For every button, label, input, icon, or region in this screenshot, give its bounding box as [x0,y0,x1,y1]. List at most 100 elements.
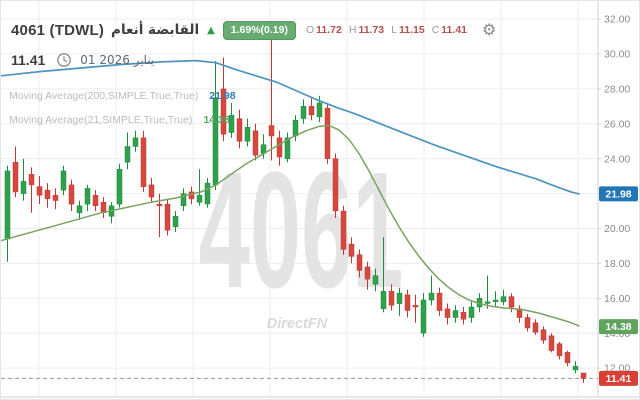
close-value: 11.41 [441,24,467,36]
candle [412,294,419,323]
candle [300,99,307,124]
candle [140,130,147,192]
candle [60,165,67,196]
low-label: L [391,24,397,36]
candle [380,237,387,313]
change-badge: 1.69%(0.19) [222,20,296,40]
candle [516,305,523,323]
candle [564,350,571,367]
clock-icon [57,53,72,67]
candle [548,333,555,353]
candle [324,102,331,164]
axis-price-badge [599,319,638,335]
indicator-ma21-value: 14.38 [203,114,230,126]
candle [444,303,451,325]
candle [452,305,459,323]
last-price: 11.41 [11,52,46,68]
candle [220,57,227,142]
candle [292,115,299,142]
axis-tick-label: 24.00 [604,153,630,165]
close-label: C [431,24,440,36]
candle [372,268,379,292]
candle [572,361,579,374]
candle [180,188,187,211]
candle [396,287,403,316]
candle [148,177,155,203]
candle [340,205,347,255]
candle [108,202,115,224]
candle [84,184,91,211]
candle [124,132,131,170]
candle [348,237,355,264]
candle [28,167,35,213]
date-label: 01 2026 يناير [80,53,155,67]
high-value: 11.73 [358,24,385,36]
indicator-ma200-label: Moving Average(200,SIMPLE,True,True) [9,90,199,102]
low-value: 11.15 [399,24,425,36]
candle [460,307,467,325]
indicator-ma21-label: Moving Average(21,SIMPLE,True,True) [9,114,193,126]
candle [4,165,11,262]
candle [164,198,171,236]
candle [116,163,123,208]
candle [388,284,395,311]
candle [580,372,587,383]
candle [20,158,27,201]
subheader-row: 11.41 01 2026 يناير [11,52,154,68]
axis-price-badge-label: 11.41 [606,373,632,385]
axis-tick-label: 30.00 [604,49,630,61]
settings-gear-icon[interactable]: ⚙ [482,20,497,39]
candle [436,287,443,316]
candle [76,200,83,220]
candle [492,291,499,307]
candle [252,123,259,161]
candle [100,197,107,218]
indicator-ma200-value: 21.98 [209,90,236,102]
gridlines [1,1,598,397]
candle [52,188,59,210]
symbol-title: 4061 (TDWL) [11,21,105,39]
candle [404,289,411,318]
candle [268,38,275,161]
candle [468,301,475,323]
candle [484,275,491,309]
candle [556,341,563,360]
candle [172,211,179,232]
candle [308,97,315,121]
candle [12,146,19,198]
axis-price-badge [599,370,638,386]
axis-price-badge-label: 21.98 [605,189,631,201]
candle [92,190,99,211]
candle [204,177,211,208]
axis-tick-label: 16.00 [604,293,630,305]
ma21-line [1,124,580,327]
candle [420,293,427,337]
candle [428,275,435,306]
watermark-symbol: 4061 [199,139,404,323]
axis-price-badge-label: 14.38 [605,321,631,333]
high-label: H [348,24,357,36]
axis-tick-label: 20.00 [604,223,630,235]
trend-up-icon: ▲ [207,24,215,36]
ohlc-row: O 11.72 H 11.73 L 11.15 C 11.41 [306,24,474,36]
ma200-line [1,59,580,195]
indicator-ma21[interactable]: Moving Average(21,SIMPLE,True,True) 14.3… [9,114,230,126]
candle [244,118,251,147]
candle [532,319,539,335]
axis-price-badge [599,186,638,202]
watermark-brand: DirectFN [267,316,328,332]
open-value: 11.72 [316,24,342,36]
indicator-ma200[interactable]: Moving Average(200,SIMPLE,True,True) 21.… [9,90,236,102]
candle [236,109,243,149]
candle [524,314,531,332]
axis-tick-label: 18.00 [604,258,630,270]
price-axis[interactable]: 32.0030.0028.0026.0024.0022.0020.0018.00… [597,1,640,400]
candle [364,261,371,290]
candle [276,130,283,166]
candle [44,183,51,208]
candle [228,102,235,138]
candle [500,289,507,306]
candle [356,249,363,278]
